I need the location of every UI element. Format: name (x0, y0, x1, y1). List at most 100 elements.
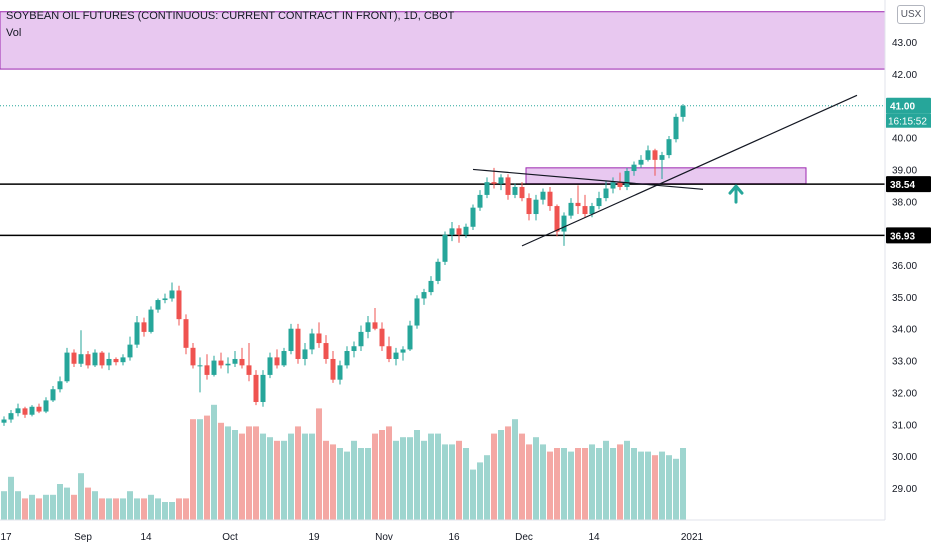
candle-body (344, 351, 350, 366)
time-tick-label: Nov (375, 532, 393, 543)
volume-bar (85, 487, 91, 520)
candle-body (351, 346, 357, 352)
volume-bar (120, 498, 126, 520)
volume-bar (477, 462, 483, 520)
trendline[interactable] (521, 94, 858, 247)
volume-bar (491, 433, 497, 520)
volume-bar (106, 498, 112, 520)
volume-bar (624, 440, 630, 520)
volume-bar (407, 437, 413, 520)
candle-body (15, 408, 21, 414)
candle-body (337, 365, 343, 380)
volume-bar (71, 494, 77, 520)
candle-body (302, 349, 308, 359)
candle-body (505, 177, 511, 195)
volume-bar (344, 451, 350, 520)
volume-bar (232, 430, 238, 520)
volume-label: Vol (6, 27, 22, 39)
volume-bar (554, 448, 560, 520)
candle-body (288, 328, 294, 352)
candle-body (120, 357, 126, 363)
candle-body (365, 322, 371, 332)
volume-bar (57, 484, 63, 520)
volume-bar (645, 451, 651, 520)
candle-body (372, 322, 378, 329)
price-badge[interactable] (886, 227, 931, 244)
candle-body (631, 164, 637, 172)
volume-bar (29, 494, 35, 520)
candle-body (554, 206, 560, 232)
candle-body (680, 105, 686, 117)
candle-body (78, 354, 84, 364)
volume-bar (155, 498, 161, 520)
volume-bar (1, 491, 7, 520)
candle-body (589, 206, 595, 215)
time-tick-label: 19 (308, 532, 320, 543)
candle-body (414, 298, 420, 326)
volume-bar (99, 498, 105, 520)
volume-bar (603, 440, 609, 520)
currency-button[interactable]: USX (897, 5, 925, 24)
candle-body (463, 226, 469, 235)
candle-body (659, 155, 665, 160)
volume-bar (421, 440, 427, 520)
volume-bar (372, 433, 378, 520)
volume-bar (141, 498, 147, 520)
volume-bar (260, 433, 266, 520)
volume-bar (414, 430, 420, 520)
volume-bar (50, 494, 56, 520)
volume-bar (358, 448, 364, 520)
chart-title: SOYBEAN OIL FUTURES (CONTINUOUS: CURRENT… (6, 10, 455, 22)
volume-bar (596, 448, 602, 520)
candle-body (400, 349, 406, 353)
countdown-label: 16:15:52 (888, 117, 927, 128)
price-tick-label: 31.00 (892, 420, 917, 431)
candle-body (568, 202, 574, 216)
trendline[interactable] (472, 168, 704, 190)
price-axis-bg (885, 0, 932, 550)
price-tick-label: 30.00 (892, 452, 917, 463)
volume-bar (393, 440, 399, 520)
volume-bar (197, 419, 203, 520)
candle-body (232, 358, 238, 364)
candle-body (43, 400, 49, 412)
candle-body (281, 351, 287, 366)
volume-bar (575, 448, 581, 520)
volume-bar (64, 487, 70, 520)
candle-body (477, 194, 483, 208)
price-badge[interactable] (886, 97, 931, 114)
candle-body (652, 150, 658, 160)
price-tick-label: 39.00 (892, 165, 917, 176)
candle-body (190, 347, 196, 366)
price-tick-label: 35.00 (892, 293, 917, 304)
price-tick-label: 38.00 (892, 197, 917, 208)
volume-bar (610, 448, 616, 520)
candle-body (8, 413, 14, 420)
candle-body (246, 365, 252, 375)
time-tick-label: 16 (448, 532, 460, 543)
volume-bar (519, 433, 525, 520)
volume-bar (323, 440, 329, 520)
volume-bar (267, 437, 273, 520)
candle-body (519, 186, 525, 199)
candle-body (428, 280, 434, 293)
candle-body (386, 346, 392, 359)
candle-body (330, 358, 336, 380)
price-badge-label: 36.93 (890, 231, 915, 242)
volume-bar (330, 444, 336, 520)
candle-body (99, 352, 105, 366)
volume-bar (673, 458, 679, 520)
volume-bar (540, 444, 546, 520)
volume-bar (316, 408, 322, 520)
candle-body (435, 261, 441, 281)
volume-bar (428, 433, 434, 520)
volume-bar (176, 498, 182, 520)
price-badge[interactable] (886, 176, 931, 193)
candle-body (323, 343, 329, 359)
volume-bar (638, 451, 644, 520)
volume-bar (659, 451, 665, 520)
time-tick-label: Oct (222, 532, 238, 543)
volume-bar (246, 426, 252, 520)
